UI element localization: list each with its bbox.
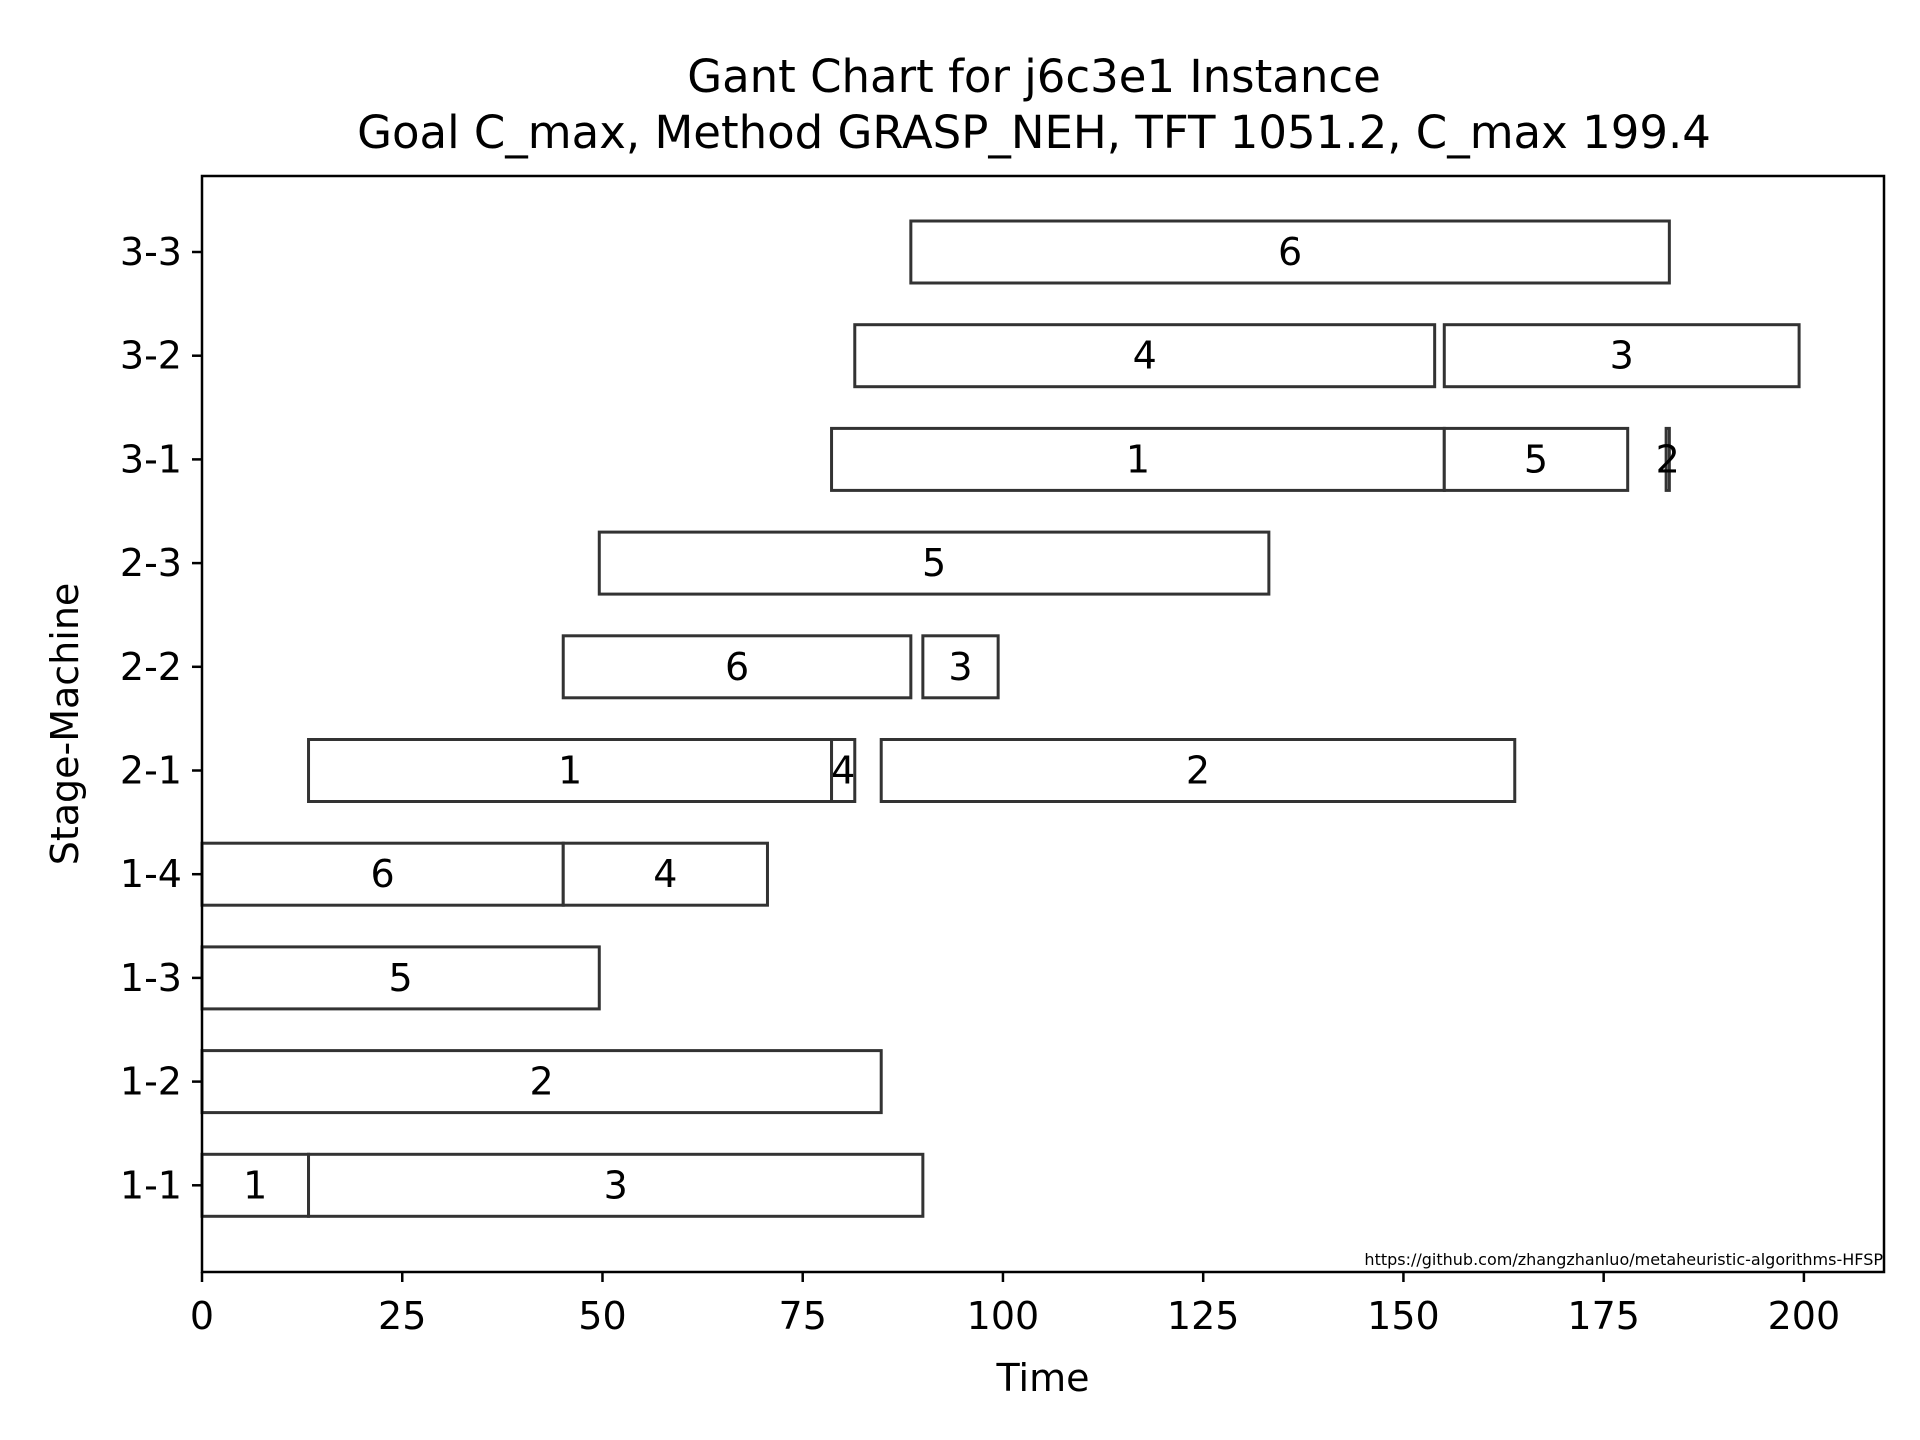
task-bar-3-1-job-1 xyxy=(830,426,1446,492)
task-label-2-2-job-6: 6 xyxy=(725,645,749,689)
y-tick-label-3-3: 3-3 xyxy=(120,230,182,274)
task-label-1-4-job-4: 4 xyxy=(653,852,677,896)
task-bar-1-3-job-5 xyxy=(200,945,601,1011)
task-label-3-3-job-6: 6 xyxy=(1278,230,1302,274)
x-tick-label: 50 xyxy=(578,1294,626,1338)
task-label-2-3-job-5: 5 xyxy=(922,541,946,585)
task-label-1-2-job-2: 2 xyxy=(530,1060,554,1104)
bars-layer: 1 3 2 5 6 4 1 4 2 6 3 5 1 5 2 4 3 6 xyxy=(200,219,1801,1218)
task-bar-3-1-job-5 xyxy=(1442,426,1630,492)
task-bar-3-1-job-2 xyxy=(1664,426,1671,492)
task-bar-2-2-job-3 xyxy=(921,634,1000,700)
source-annotation: https://github.com/zhangzhanluo/metaheur… xyxy=(1364,1250,1883,1269)
task-bar-2-1-job-1 xyxy=(307,738,834,803)
task-label-3-1-job-1: 1 xyxy=(1126,437,1150,481)
x-tick-label: 25 xyxy=(378,1294,426,1338)
y-tick-label-1-2: 1-2 xyxy=(120,1060,182,1104)
task-bar-3-3-job-6 xyxy=(909,219,1671,285)
x-tick-label: 150 xyxy=(1367,1294,1440,1338)
x-tick-label: 175 xyxy=(1567,1294,1640,1338)
task-label-1-1-job-1: 1 xyxy=(243,1163,267,1207)
x-axis-label: Time xyxy=(996,1356,1090,1400)
task-bar-3-2-job-4 xyxy=(853,323,1437,389)
chart-title: Gant Chart for j6c3e1 Instance xyxy=(687,50,1381,103)
task-bar-1-1-job-3 xyxy=(307,1152,925,1218)
task-bar-3-2-job-3 xyxy=(1442,323,1801,389)
x-tick-label: 0 xyxy=(190,1294,214,1338)
task-label-2-1-job-2: 2 xyxy=(1186,749,1210,793)
x-tick-label: 125 xyxy=(1167,1294,1240,1338)
task-bar-2-2-job-6 xyxy=(561,634,913,700)
x-tick-label: 200 xyxy=(1768,1294,1841,1338)
task-bar-2-1-job-2 xyxy=(879,738,1517,803)
task-label-2-1-job-4: 4 xyxy=(831,749,855,793)
task-label-1-4-job-6: 6 xyxy=(371,852,395,896)
x-tick-label: 75 xyxy=(779,1294,827,1338)
x-tick-label: 100 xyxy=(967,1294,1040,1338)
y-tick-label-2-2: 2-2 xyxy=(120,645,182,689)
task-label-2-2-job-3: 3 xyxy=(948,645,972,689)
task-label-3-1-job-2: 2 xyxy=(1656,437,1680,481)
y-axis-label: Stage-Machine xyxy=(43,583,87,866)
y-tick-label-2-3: 2-3 xyxy=(120,541,182,585)
task-bar-1-4-job-4 xyxy=(561,841,769,907)
y-tick-label-3-1: 3-1 xyxy=(120,437,182,481)
y-tick-label-1-1: 1-1 xyxy=(120,1163,182,1207)
plot-area-frame xyxy=(200,174,1886,1274)
y-tick-label-3-2: 3-2 xyxy=(120,334,182,378)
y-tick-label-2-1: 2-1 xyxy=(120,749,182,793)
task-label-1-1-job-3: 3 xyxy=(604,1163,628,1207)
task-bar-2-1-job-4 xyxy=(830,738,857,803)
y-tick-label-1-4: 1-4 xyxy=(120,852,182,896)
task-label-3-2-job-3: 3 xyxy=(1610,334,1634,378)
task-label-3-2-job-4: 4 xyxy=(1133,334,1157,378)
task-bar-1-4-job-6 xyxy=(200,841,565,907)
task-bar-2-3-job-5 xyxy=(597,530,1271,596)
task-label-2-1-job-1: 1 xyxy=(558,749,582,793)
y-tick-label-1-3: 1-3 xyxy=(120,956,182,1000)
x-axis-ticks: 0 25 50 75 100 125 150 175 200 xyxy=(190,1272,1840,1338)
task-label-1-3-job-5: 5 xyxy=(389,956,413,1000)
task-bar-1-2-job-2 xyxy=(200,1049,883,1115)
task-label-3-1-job-5: 5 xyxy=(1524,437,1548,481)
chart-subtitle: Goal C_max, Method GRASP_NEH, TFT 1051.2… xyxy=(357,106,1711,159)
y-axis-ticks: 1-1 1-2 1-3 1-4 2-1 2-2 2-3 3-1 3-2 3-3 xyxy=(120,230,202,1207)
